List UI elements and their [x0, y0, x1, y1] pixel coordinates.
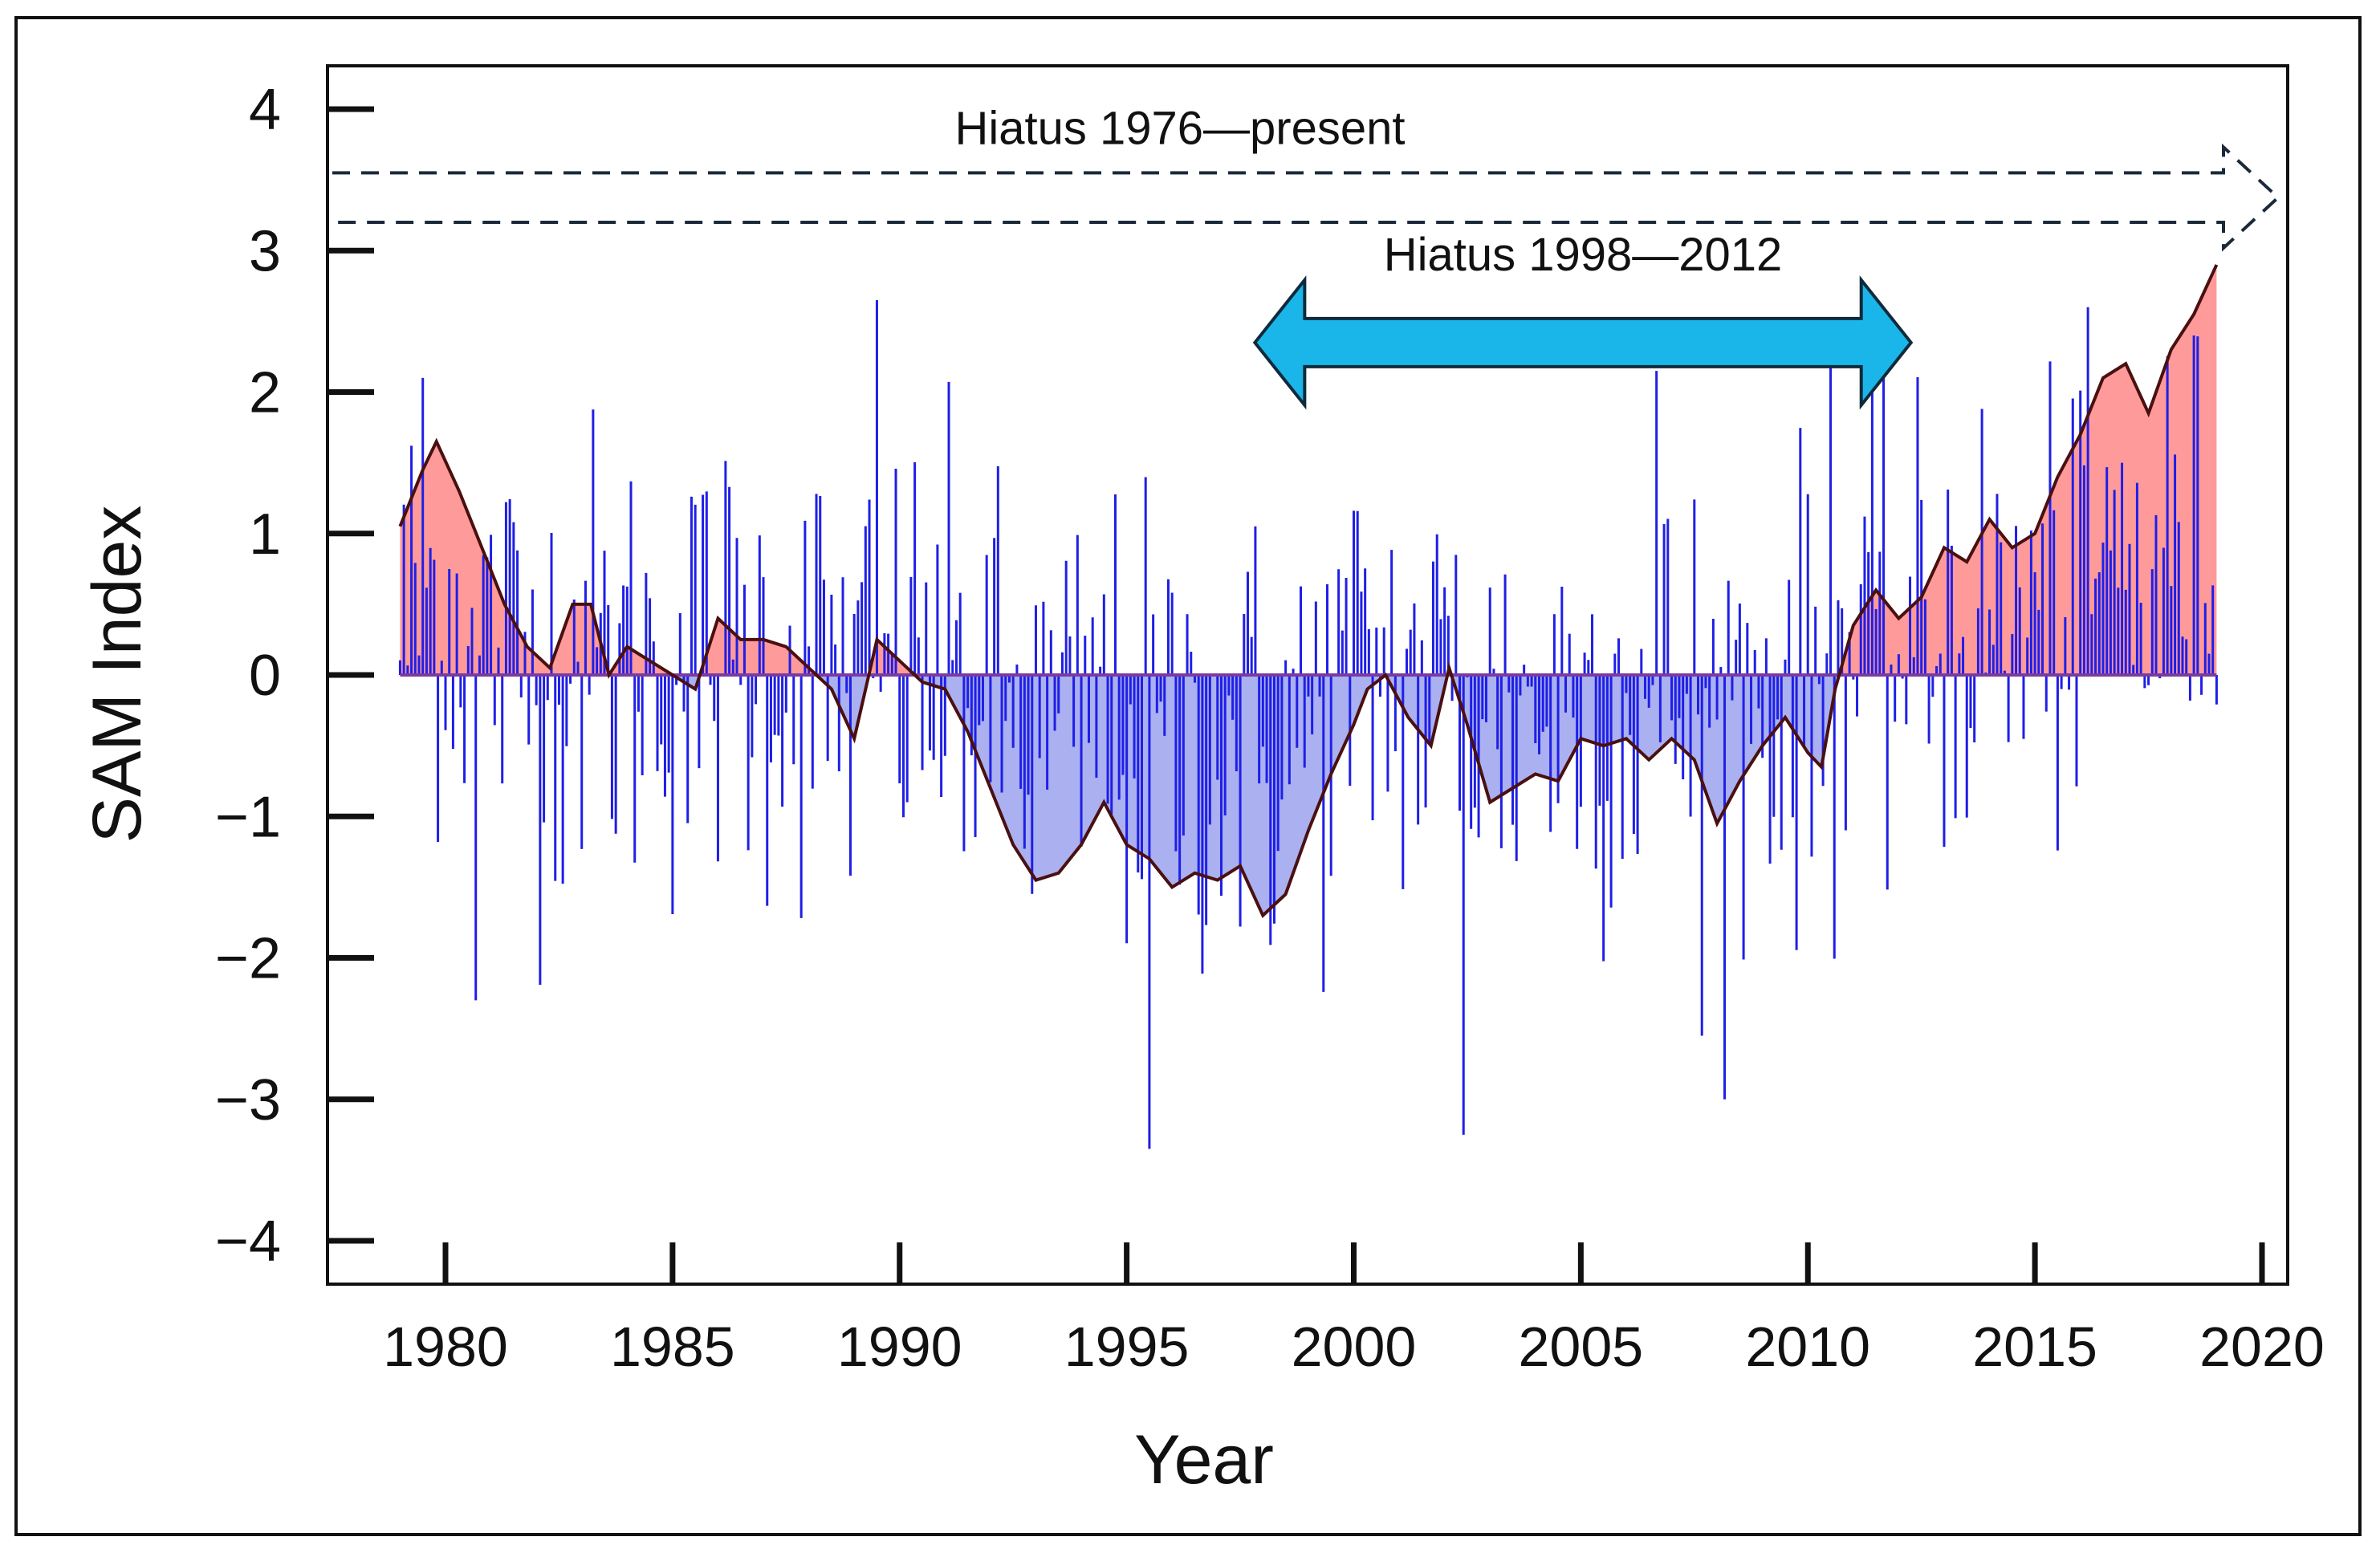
x-tick-label: 2000 [1292, 1315, 1417, 1378]
hiatus-short-label: Hiatus 1998—2012 [1384, 229, 1783, 281]
y-tick-label: −4 [215, 1209, 281, 1274]
y-tick-label: −1 [215, 785, 281, 849]
x-tick-label: 2005 [1519, 1315, 1644, 1378]
hiatus-long-label: Hiatus 1976—present [955, 102, 1406, 154]
y-tick-label: 1 [249, 502, 281, 567]
y-tick-label: 0 [249, 644, 281, 708]
double-arrow [1252, 275, 1914, 410]
x-tick-label: 1985 [610, 1315, 735, 1378]
x-tick-label: 2010 [1745, 1315, 1870, 1378]
x-tick-label: 1990 [837, 1315, 962, 1378]
hiatus-short-annotation: Hiatus 1998—2012 [1252, 229, 1914, 410]
x-tick-label: 1980 [383, 1315, 508, 1378]
monthly-bars [398, 299, 2218, 1149]
x-axis: 1980 1985 1990 1995 2000 2005 2010 2015 2020 [383, 1242, 2325, 1378]
x-tick-label: 2020 [2199, 1315, 2325, 1378]
y-tick-label: −3 [215, 1068, 281, 1132]
x-axis-title: Year [1134, 1421, 1274, 1498]
y-tick-label: 2 [249, 361, 281, 425]
smoothed-line [398, 264, 2219, 918]
y-axis: 4 3 2 1 0 −1 −2 −3 −4 [215, 78, 374, 1274]
y-tick-label: 4 [249, 78, 281, 142]
dashed-arrow [332, 143, 2280, 252]
x-tick-label: 2015 [1972, 1315, 2097, 1378]
x-tick-label: 1995 [1064, 1315, 1190, 1378]
y-tick-label: −2 [215, 927, 281, 991]
y-axis-title: SAM Index [79, 506, 156, 844]
y-tick-label: 3 [249, 219, 281, 283]
hiatus-long-annotation: Hiatus 1976—present [332, 102, 2280, 252]
